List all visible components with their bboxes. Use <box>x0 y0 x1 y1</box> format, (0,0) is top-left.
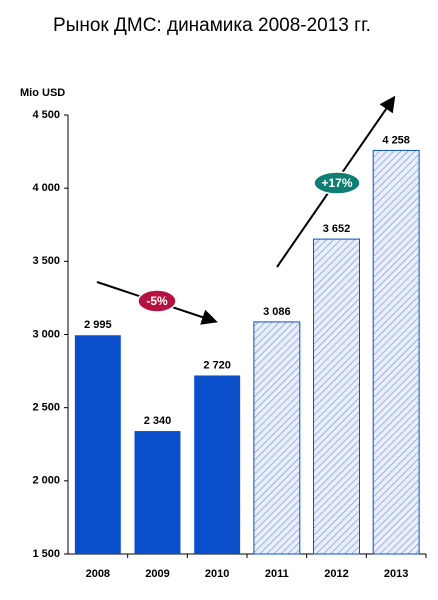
x-tick-label: 2012 <box>324 568 348 580</box>
bar <box>74 335 121 554</box>
x-tick-label: 2010 <box>205 568 229 580</box>
badge <box>313 171 361 195</box>
y-tick-label: 2 000 <box>32 475 60 487</box>
bar <box>194 375 241 554</box>
y-tick-label: 4 000 <box>32 182 60 194</box>
bar <box>372 149 420 555</box>
value-label: 2 995 <box>84 319 112 331</box>
y-tick-label: 2 500 <box>32 402 60 414</box>
y-tick-label: 3 500 <box>32 255 60 267</box>
x-tick-label: 2011 <box>265 568 289 580</box>
y-tick-label: 4 500 <box>32 109 60 121</box>
value-label: 3 652 <box>323 223 351 235</box>
annotation: -5% <box>146 294 168 308</box>
value-label: 2 720 <box>203 359 231 371</box>
y-tick-label: 1 500 <box>32 548 60 560</box>
value-label: 2 340 <box>144 415 172 427</box>
x-tick-label: 2008 <box>86 568 110 580</box>
x-tick-label: 2013 <box>384 568 408 580</box>
badge <box>137 289 177 313</box>
bar <box>313 238 360 555</box>
value-label: 4 258 <box>382 134 410 146</box>
y-axis-label: Mio USD <box>20 87 65 99</box>
annotation: +17% <box>321 176 352 190</box>
chart-title: Рынок ДМС: динамика 2008-2013 гг. <box>53 15 371 36</box>
x-tick-label: 2009 <box>145 568 169 580</box>
bar <box>134 431 181 554</box>
y-tick-label: 3 000 <box>32 328 60 340</box>
bar <box>253 321 301 555</box>
value-label: 3 086 <box>263 306 291 318</box>
